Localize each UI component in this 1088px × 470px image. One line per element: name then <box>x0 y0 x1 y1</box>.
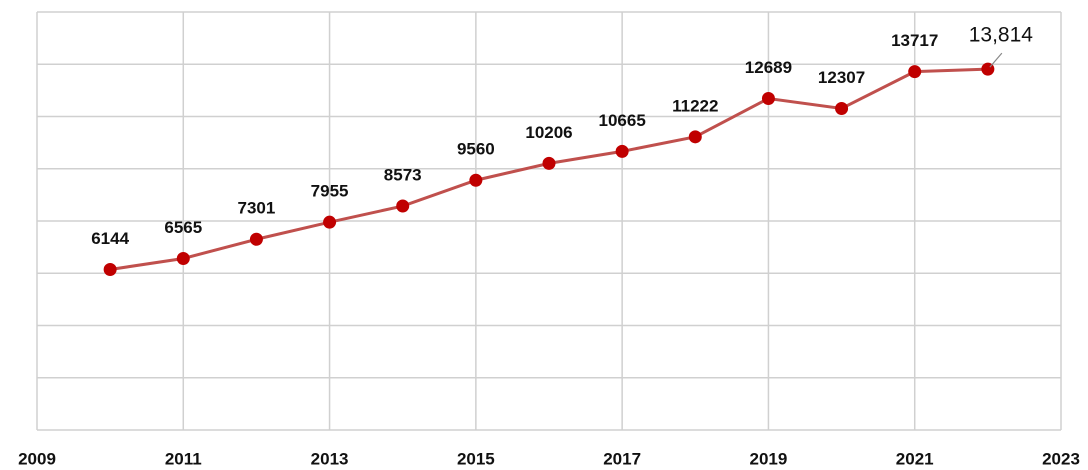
x-tick-label: 2015 <box>457 449 495 468</box>
marker <box>761 91 775 105</box>
data-label: 6144 <box>91 229 129 248</box>
marker <box>469 173 483 187</box>
x-tick-label: 2009 <box>18 449 56 468</box>
marker <box>103 262 117 276</box>
data-label: 6565 <box>164 218 202 237</box>
marker <box>908 65 922 79</box>
leader-line <box>989 52 1003 68</box>
marker <box>249 232 263 246</box>
data-label: 10665 <box>599 111 646 130</box>
x-tick-label: 2011 <box>165 449 202 468</box>
data-label: 8573 <box>384 166 422 185</box>
data-label: 12307 <box>818 68 865 87</box>
data-label: 13717 <box>891 31 938 50</box>
marker <box>688 130 702 144</box>
marker <box>542 156 556 170</box>
data-label: 12689 <box>745 58 792 77</box>
x-tick-label: 2019 <box>750 449 788 468</box>
data-label: 7301 <box>238 199 276 218</box>
data-label: 10206 <box>525 123 572 142</box>
data-label: 7955 <box>311 182 349 201</box>
x-tick-label: 2013 <box>311 449 349 468</box>
marker <box>615 144 629 158</box>
data-label: 9560 <box>457 140 495 159</box>
x-tick-label: 2023 <box>1042 449 1080 468</box>
x-tick-label: 2017 <box>603 449 641 468</box>
x-tick-label: 2021 <box>896 449 934 468</box>
marker <box>835 101 849 115</box>
data-label: 11222 <box>672 96 718 115</box>
marker <box>396 199 410 213</box>
marker <box>176 251 190 265</box>
data-label: 13,814 <box>969 24 1034 47</box>
marker <box>323 215 337 229</box>
